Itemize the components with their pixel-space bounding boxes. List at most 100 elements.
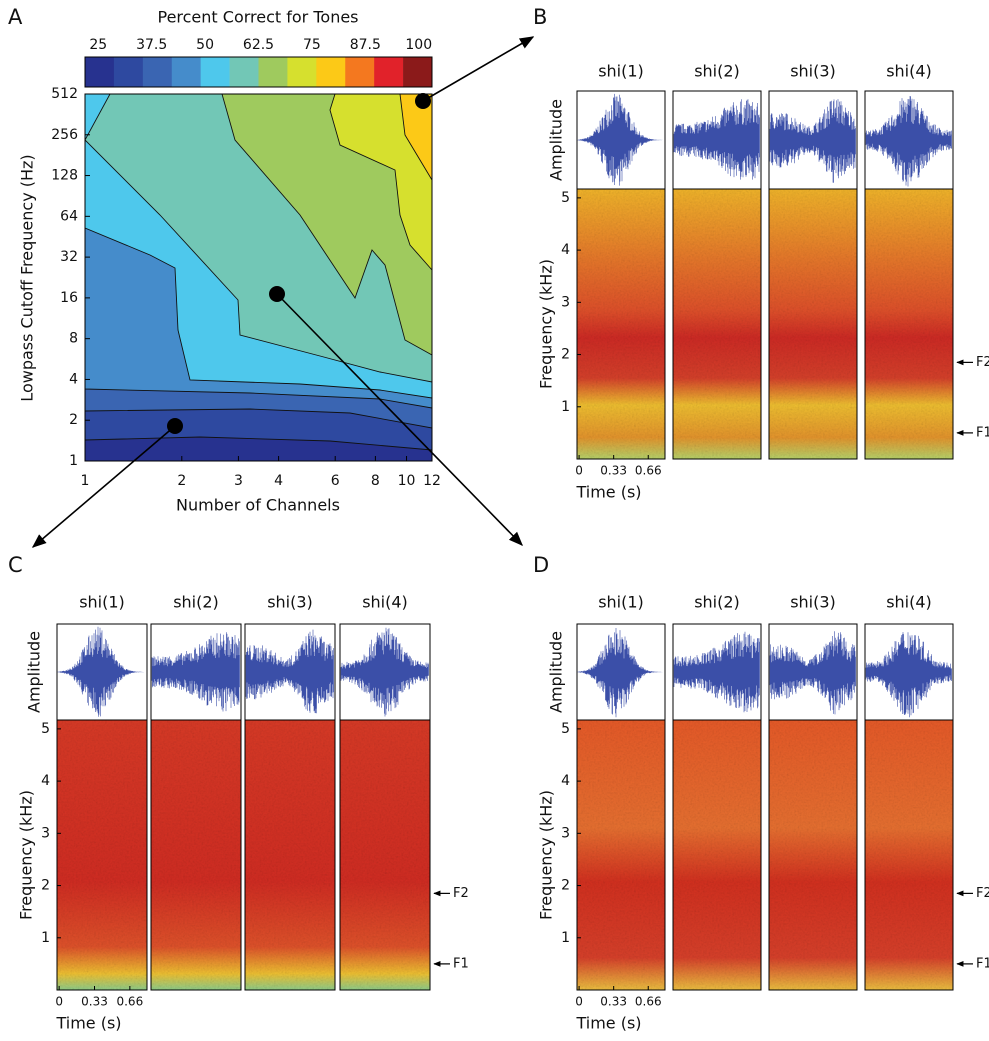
colorbar-tick-label: 25 xyxy=(89,37,107,53)
spectrogram-frame xyxy=(576,719,666,991)
y-tick-label: 256 xyxy=(51,127,78,143)
y-axis-label: Lowpass Cutoff Frequency (Hz) xyxy=(18,154,37,401)
y-tick-label: 2 xyxy=(561,347,570,363)
colorbar-band xyxy=(113,57,144,87)
annotation: F1 xyxy=(453,956,469,971)
y-tick-label: 5 xyxy=(561,190,570,206)
colorbar-band xyxy=(345,57,375,87)
y-tick-label: 32 xyxy=(60,249,78,265)
waveform xyxy=(340,627,429,717)
x-tick-label: 0.33 xyxy=(600,995,627,1009)
spectrogram-texture xyxy=(673,189,761,459)
x-tick-label: 0.66 xyxy=(635,995,662,1009)
y-tick-label: 512 xyxy=(51,86,78,102)
panel-title: shi(3) xyxy=(267,593,313,612)
colorbar-tick-label: 37.5 xyxy=(136,37,167,53)
spectrogram-texture xyxy=(577,720,665,990)
spectrogram-frame xyxy=(672,719,762,991)
x-axis-label: Time (s) xyxy=(575,1014,641,1033)
spectrogram-frame xyxy=(56,719,148,991)
panel-title: shi(2) xyxy=(173,593,219,612)
spectrogram-texture xyxy=(151,720,241,990)
condition-marker xyxy=(269,286,285,302)
x-tick-label: 0.33 xyxy=(81,995,108,1009)
y-tick-label: 1 xyxy=(69,453,78,469)
x-tick-label: 8 xyxy=(371,473,380,489)
panel-title: shi(1) xyxy=(79,593,125,612)
spectrogram-texture xyxy=(577,189,665,459)
y-tick-label: 16 xyxy=(60,290,78,306)
y-tick-label: 64 xyxy=(60,208,78,224)
y-tick-label: 2 xyxy=(69,412,78,428)
spectrogram-texture xyxy=(57,720,147,990)
colorbar-band xyxy=(229,57,259,87)
x-tick-label: 1 xyxy=(81,473,90,489)
waveform xyxy=(769,99,856,183)
colorbar-tick-label: 50 xyxy=(196,37,214,53)
colorbar-band xyxy=(258,57,288,87)
spectrogram-frame xyxy=(244,719,336,991)
annotation: F1 xyxy=(976,956,989,971)
spectrogram-texture xyxy=(340,720,430,990)
condition-marker xyxy=(167,418,183,434)
pointer-arrow xyxy=(276,293,524,547)
waveform xyxy=(577,93,663,186)
y-tick-label: 8 xyxy=(69,331,78,347)
colorbar-band xyxy=(403,57,433,87)
y-axis-label: Frequency (kHz) xyxy=(17,790,36,920)
panel-title: shi(3) xyxy=(790,593,836,612)
y-tick-label: 2 xyxy=(41,878,50,894)
y-tick-label: 3 xyxy=(41,825,50,841)
annotation: F2 xyxy=(453,886,469,901)
panel-label: A xyxy=(8,5,23,29)
colorbar-band xyxy=(316,57,346,87)
spectrogram-texture xyxy=(865,189,953,459)
panel-title: shi(4) xyxy=(886,62,932,81)
panel-label: D xyxy=(533,553,549,577)
panel-title: shi(1) xyxy=(598,593,644,612)
colorbar-tick-label: 87.5 xyxy=(350,37,381,53)
spectrogram-frame xyxy=(864,719,954,991)
condition-marker xyxy=(415,93,431,109)
x-axis-label: Time (s) xyxy=(55,1014,121,1033)
colorbar-band xyxy=(287,57,317,87)
amplitude-label: Amplitude xyxy=(547,99,566,181)
waveform xyxy=(865,632,952,718)
spectrogram-frame xyxy=(768,188,858,460)
colorbar-band xyxy=(171,57,201,87)
x-tick-label: 2 xyxy=(177,473,186,489)
pointer-arrow xyxy=(422,36,535,102)
x-tick-label: 0.66 xyxy=(635,464,662,478)
spectrogram-texture xyxy=(673,720,761,990)
colorbar-title: Percent Correct for Tones xyxy=(157,8,358,27)
colorbar-tick-label: 75 xyxy=(303,37,321,53)
colorbar-band xyxy=(374,57,404,87)
x-tick-label: 10 xyxy=(398,473,416,489)
y-tick-label: 128 xyxy=(51,168,78,184)
spectrogram-texture xyxy=(769,720,857,990)
y-axis-label: Frequency (kHz) xyxy=(537,259,556,389)
panel-title: shi(2) xyxy=(694,593,740,612)
y-axis-label: Frequency (kHz) xyxy=(537,790,556,920)
waveform xyxy=(245,629,334,714)
spectrogram-frame xyxy=(768,719,858,991)
y-tick-label: 4 xyxy=(561,242,570,258)
plot-frame xyxy=(84,93,433,462)
contour-regions xyxy=(85,94,432,461)
colorbar-band xyxy=(142,57,173,87)
panel-title: shi(1) xyxy=(598,62,644,81)
spectrogram-texture xyxy=(865,720,953,990)
y-tick-label: 3 xyxy=(561,825,570,841)
spectrogram-frame xyxy=(576,188,666,460)
panel-title: shi(4) xyxy=(886,593,932,612)
waveform xyxy=(769,631,856,715)
waveform xyxy=(673,631,760,713)
waveform xyxy=(673,99,760,180)
panel-title: shi(2) xyxy=(694,62,740,81)
y-tick-label: 2 xyxy=(561,878,570,894)
colorbar-tick-label: 62.5 xyxy=(243,37,274,53)
x-tick-label: 0 xyxy=(55,995,63,1009)
y-tick-label: 1 xyxy=(561,399,570,415)
panel-label: B xyxy=(533,5,547,29)
y-tick-label: 5 xyxy=(561,721,570,737)
